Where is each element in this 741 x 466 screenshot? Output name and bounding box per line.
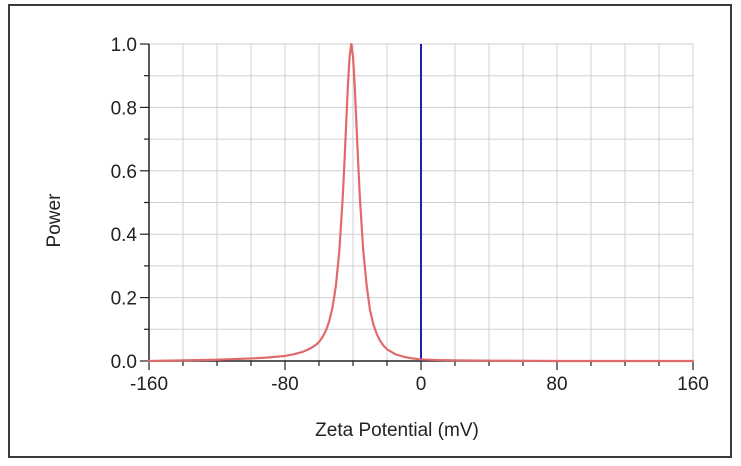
x-tick-label: 0 <box>416 374 427 395</box>
x-axis-title: Zeta Potential (mV) <box>315 420 479 441</box>
y-tick-label: 0.0 <box>111 352 137 373</box>
zeta-potential-chart: 0.0 0.2 0.4 0.6 0.8 1.0 -160 -80 0 80 160 Zeta Pote… <box>44 35 709 441</box>
y-tick-label: 0.2 <box>111 289 137 310</box>
labels: 0.0 0.2 0.4 0.6 0.8 1.0 -160 -80 0 80 160 Zeta Pote… <box>44 35 709 441</box>
x-tick-label: 80 <box>546 374 567 395</box>
x-tick-label: 160 <box>677 374 709 395</box>
series-layer <box>147 42 695 363</box>
power-distribution-line <box>147 42 695 363</box>
y-axis-title: Power <box>44 193 65 248</box>
y-tick-label: 0.8 <box>111 98 137 119</box>
axes <box>140 43 694 370</box>
chart-frame: 0.0 0.2 0.4 0.6 0.8 1.0 -160 -80 0 80 160 Zeta Pote… <box>8 4 732 458</box>
x-tick-label: -160 <box>130 374 168 395</box>
y-tick-label: 1.0 <box>111 35 137 56</box>
y-tick-label: 0.6 <box>111 162 137 183</box>
y-tick-label: 0.4 <box>111 225 138 246</box>
x-tick-label: -80 <box>271 374 298 395</box>
